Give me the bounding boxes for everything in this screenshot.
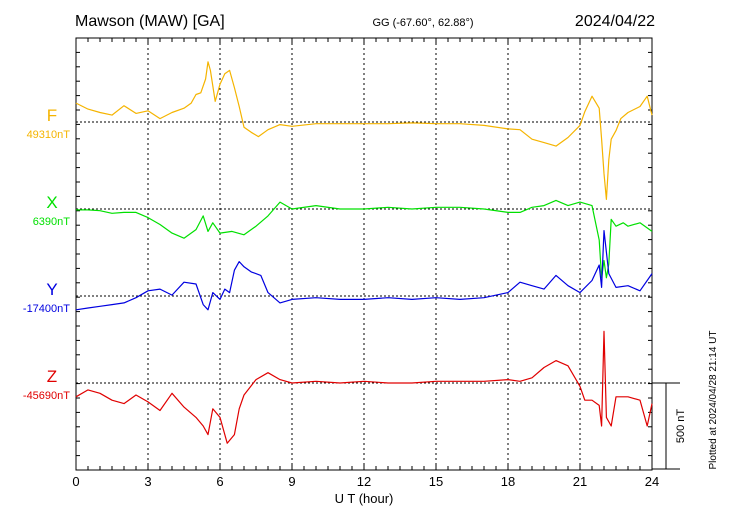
x-tick-label: 6 xyxy=(216,474,223,489)
series-line-f xyxy=(75,61,653,200)
series-baseline-z: -45690nT xyxy=(23,390,70,402)
series-name-y: Y xyxy=(46,280,57,299)
x-tick-label: 18 xyxy=(501,474,515,489)
x-tick-label: 24 xyxy=(645,474,659,489)
series-line-y xyxy=(75,230,653,311)
scale-bar: 500 nT xyxy=(652,382,687,470)
series-baseline-x: 6390nT xyxy=(33,216,71,228)
x-axis-title: U T (hour) xyxy=(335,491,394,506)
series-layer: F 49310nT X 6390nT Y -17400nT Z -45690nT xyxy=(23,61,653,444)
coordinates-label: GG (-67.60°, 62.88°) xyxy=(372,17,473,29)
x-tick-label: 0 xyxy=(72,474,79,489)
series-baseline-f: 49310nT xyxy=(27,129,71,141)
x-tick-label: 3 xyxy=(144,474,151,489)
date-label: 2024/04/22 xyxy=(575,13,655,30)
plot-frame xyxy=(75,37,653,471)
x-tick-label: 15 xyxy=(429,474,443,489)
series-name-f: F xyxy=(47,106,57,125)
series-name-x: X xyxy=(46,193,57,212)
series-line-z xyxy=(75,330,653,444)
x-tick-label: 9 xyxy=(288,474,295,489)
series-baseline-y: -17400nT xyxy=(23,303,70,315)
series-line-x xyxy=(76,199,653,279)
series-name-z: Z xyxy=(47,367,57,386)
station-title: Mawson (MAW) [GA] xyxy=(75,13,225,30)
x-axis: 0 3 6 9 12 15 18 21 24 xyxy=(72,474,659,489)
x-tick-label: 21 xyxy=(573,474,587,489)
x-tick-label: 12 xyxy=(357,474,371,489)
scale-bar-label: 500 nT xyxy=(675,409,687,444)
plotted-timestamp: Plotted at 2024/04/28 21:14 UT xyxy=(708,331,719,470)
